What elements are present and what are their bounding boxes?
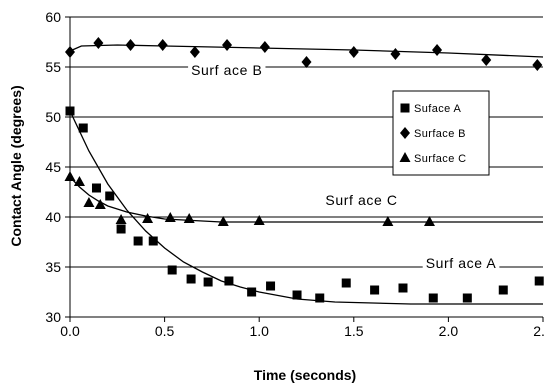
y-tick-label: 40 [45, 209, 61, 225]
y-axis-title: Contact Angle (degrees) [8, 85, 24, 246]
point-suface-a [534, 276, 544, 286]
point-suface-a [78, 123, 88, 133]
x-tick-labels: 0.0 0.5 1.0 1.5 2.0 2.5 [60, 323, 544, 339]
point-surface-b [189, 46, 200, 58]
annotation-label: Surf ace A [426, 255, 497, 271]
y-tick-labels: 30 35 40 45 50 55 60 [45, 9, 61, 325]
point-suface-a [370, 285, 380, 295]
legend: Suface A Surface B Surface C [392, 90, 490, 176]
legend-label: Surface C [414, 153, 467, 165]
axes [65, 16, 544, 322]
point-surface-b [348, 46, 359, 58]
annotation-label: Surf ace B [191, 62, 262, 78]
series-annotations: Surf ace B Surf ace C Surf ace A [188, 61, 500, 272]
point-suface-a [341, 278, 351, 288]
point-suface-a [167, 265, 177, 275]
point-surface-b [532, 59, 543, 71]
y-tick-label: 45 [45, 159, 61, 175]
x-tick-label: 1.5 [344, 323, 364, 339]
point-suface-a [498, 285, 508, 295]
point-surface-c [382, 216, 394, 226]
point-suface-a [203, 277, 213, 287]
point-suface-a [462, 293, 472, 303]
legend-label: Surface B [414, 128, 466, 140]
point-suface-a [398, 283, 408, 293]
point-surface-c [164, 212, 176, 222]
x-tick-label: 0.0 [60, 323, 80, 339]
point-surface-b [222, 39, 233, 51]
fit-curve-suface-a [69, 110, 543, 305]
point-surface-b [481, 54, 492, 66]
point-surface-c [73, 176, 85, 186]
point-suface-a [148, 236, 158, 246]
point-suface-a [105, 191, 115, 201]
y-tick-label: 35 [45, 259, 61, 275]
y-tick-label: 50 [45, 109, 61, 125]
point-suface-a [292, 290, 302, 300]
point-surface-c [94, 199, 106, 209]
point-surface-b [93, 37, 104, 49]
y-tick-label: 55 [45, 59, 61, 75]
x-tick-label: 2.0 [439, 323, 459, 339]
annotation-label: Surf ace C [325, 192, 397, 208]
point-suface-a [247, 287, 257, 297]
point-surface-b [259, 41, 270, 53]
point-suface-a [224, 276, 234, 286]
legend-marker-triangle [399, 152, 411, 162]
point-surface-b [301, 56, 312, 68]
point-suface-a [315, 293, 325, 303]
x-tick-label: 0.5 [155, 323, 175, 339]
point-suface-a [186, 274, 196, 284]
point-surface-c [83, 197, 95, 207]
point-surface-c [217, 216, 229, 226]
point-surface-c [142, 213, 154, 223]
fit-curve-surface-c [69, 176, 543, 223]
point-suface-a [266, 281, 276, 291]
point-surface-b [157, 39, 168, 51]
annotation-background [322, 191, 401, 209]
point-surface-b [125, 39, 136, 51]
legend-label: Suface A [414, 103, 461, 115]
x-axis-title: Time (seconds) [254, 367, 356, 383]
legend-marker-square [400, 103, 410, 113]
point-surface-c [423, 216, 435, 226]
point-surface-c [253, 215, 265, 225]
annotation-background [422, 254, 500, 272]
point-suface-a [116, 224, 126, 234]
y-tick-label: 30 [45, 309, 61, 325]
fit-curves [69, 44, 544, 305]
fit-curve-surface-b [69, 44, 544, 58]
point-surface-b [432, 44, 443, 56]
y-tick-label: 60 [45, 9, 61, 25]
point-suface-a [428, 293, 438, 303]
point-surface-c [183, 213, 195, 223]
data-markers [64, 37, 544, 303]
point-surface-c [115, 214, 127, 224]
annotation-background [188, 61, 266, 79]
x-tick-label: 1.0 [249, 323, 269, 339]
point-suface-a [133, 236, 143, 246]
point-suface-a [91, 183, 101, 193]
legend-marker-diamond [400, 127, 410, 139]
point-surface-b [390, 48, 401, 60]
x-tick-label: 2.5 [533, 323, 544, 339]
